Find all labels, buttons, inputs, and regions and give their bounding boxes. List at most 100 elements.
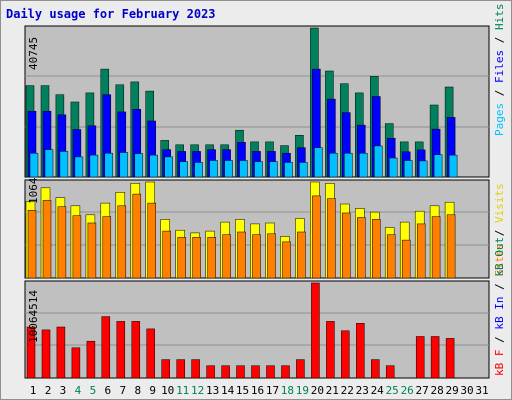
kbout-bar-day-28 [430,336,440,379]
kbout-bar-day-27 [415,336,425,379]
sites-bar-day-25 [386,234,396,279]
pages-bar-day-18 [284,162,293,178]
day-label-21: 21 [326,384,339,397]
pages-bar-day-20 [314,147,323,178]
day-label-13: 13 [206,384,219,397]
kbout-bar-day-7 [116,321,126,379]
pages-bar-day-5 [89,154,99,178]
pages-bar-day-13 [209,160,218,178]
kbout-bar-day-29 [445,338,455,379]
pages-bar-day-9 [149,154,158,178]
bottom-legend: kB F / kB In / kB Out [493,237,506,376]
sites-bar-day-20 [312,195,321,279]
sites-bar-day-27 [416,223,426,279]
pages-bar-day-22 [344,152,353,178]
sites-bar-day-26 [401,239,411,279]
legend-pages: Pages [493,102,506,136]
pages-bar-day-11 [179,161,188,178]
sites-bar-day-17 [267,233,276,279]
sites-bar-day-13 [207,237,216,279]
pages-bar-day-28 [433,154,443,178]
top-max-label: 40745 [27,36,40,70]
pages-bar-day-21 [329,152,338,178]
sites-bar-day-18 [282,241,291,279]
kbout-bar-day-5 [86,340,96,379]
kbout-bar-day-20 [311,282,320,379]
legend-files: Files [493,49,506,83]
kbout-bar-day-2 [41,329,51,379]
kbout-bar-day-9 [146,328,155,379]
day-label-5: 5 [90,384,97,397]
pages-bar-day-1 [29,152,39,178]
pages-bar-day-12 [194,162,203,178]
sites-bar-day-8 [132,193,142,279]
pages-bar-day-24 [374,145,383,178]
day-label-7: 7 [119,384,126,397]
day-label-27: 27 [415,384,428,397]
day-label-26: 26 [401,384,414,397]
pages-bar-day-10 [164,156,173,178]
day-label-23: 23 [356,384,369,397]
day-label-24: 24 [371,384,385,397]
pages-bar-day-2 [44,149,54,178]
kbout-bar-day-25 [385,365,395,379]
kbout-bar-day-16 [251,365,260,379]
day-label-3: 3 [60,384,67,397]
sites-bar-day-9 [147,202,156,279]
kbout-bar-day-1 [26,326,36,379]
day-label-15: 15 [236,384,249,397]
day-label-28: 28 [430,384,443,397]
top-legend: Pages / Files / Hits [493,4,506,137]
sites-bar-day-4 [72,215,82,279]
sites-bar-day-16 [252,234,261,279]
sites-bar-day-12 [192,237,201,279]
day-label-22: 22 [341,384,354,397]
kbout-bar-day-23 [356,323,365,379]
kbout-bar-day-24 [371,359,380,379]
kbout-bar-day-11 [176,359,185,379]
day-label-9: 9 [149,384,156,397]
pages-bar-day-7 [119,152,129,178]
day-label-29: 29 [445,384,458,397]
day-label-10: 10 [161,384,174,397]
legend-sep-5: / [493,276,506,297]
chart-title: Daily usage for February 2023 [6,7,216,21]
sites-bar-day-24 [372,219,381,279]
sites-bar-day-2 [42,200,52,279]
pages-bar-day-26 [403,160,413,178]
sites-bar-day-10 [162,230,171,279]
legend-kbf: kB F [493,349,506,377]
day-label-4: 4 [75,384,82,397]
kbout-bar-day-13 [206,365,215,379]
pages-bar-day-19 [299,162,308,178]
sites-bar-day-6 [102,216,112,279]
kbout-bar-day-3 [56,326,66,379]
kbout-bar-day-21 [326,321,335,379]
kbout-bar-day-12 [191,359,200,379]
pages-bar-day-29 [448,154,458,178]
kbout-bar-day-17 [266,365,275,379]
kbout-bar-day-14 [221,365,230,379]
pages-bar-day-27 [418,160,428,178]
pages-bar-day-4 [74,156,84,178]
day-label-11: 11 [176,384,189,397]
kbout-bar-day-8 [131,321,141,379]
sites-bar-day-23 [357,217,366,279]
sites-bar-day-1 [27,210,37,279]
kbout-bar-day-4 [71,347,81,379]
day-label-6: 6 [104,384,111,397]
sites-bar-day-3 [57,206,67,279]
kbout-bar-day-6 [101,316,111,379]
legend-sep-2: / [493,30,506,50]
legend-sep-4: / [493,329,506,350]
legend-sep-1: / [493,83,506,103]
pages-bar-day-14 [224,160,233,178]
sites-bar-day-7 [117,205,127,279]
pages-bar-day-6 [104,152,114,178]
day-label-31: 31 [475,384,488,397]
legend-kbin: kB In [493,296,506,330]
sites-bar-day-5 [87,222,97,279]
sites-bar-day-28 [431,216,441,279]
sites-bar-day-29 [446,214,456,279]
